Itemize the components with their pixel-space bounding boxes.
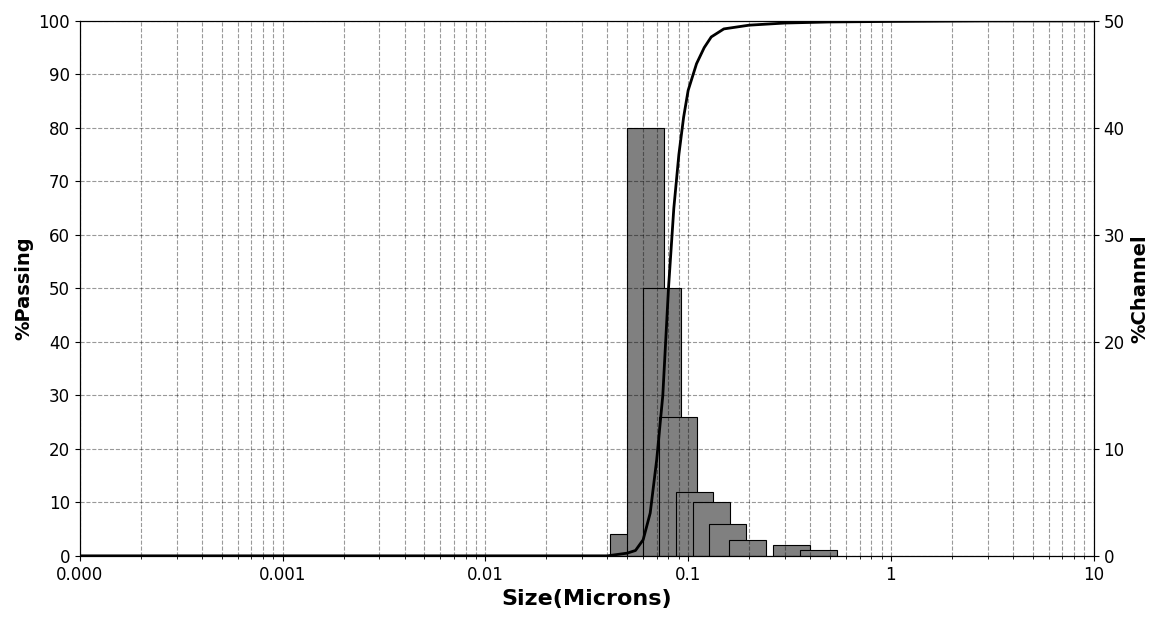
Bar (676, 492, 713, 556)
Bar (659, 417, 697, 556)
Bar (709, 524, 747, 556)
Bar (609, 535, 648, 556)
Y-axis label: %Passing: %Passing (14, 237, 33, 340)
Bar (800, 551, 837, 556)
X-axis label: Size(Microns): Size(Microns) (501, 589, 672, 609)
Bar (772, 545, 809, 556)
Bar (693, 502, 730, 556)
Y-axis label: %Channel: %Channel (1130, 234, 1149, 343)
Bar (643, 288, 680, 556)
Bar (627, 128, 664, 556)
Bar (728, 540, 766, 556)
